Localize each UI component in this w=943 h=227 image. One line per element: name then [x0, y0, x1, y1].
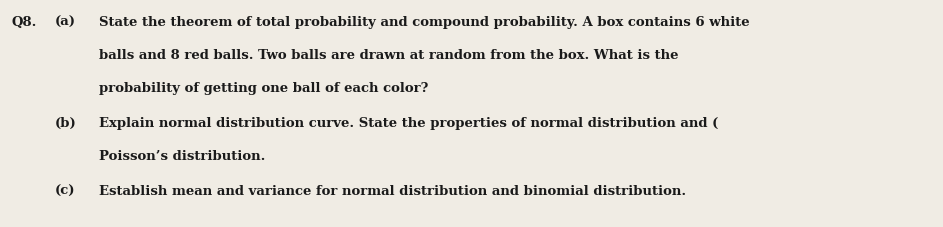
- Text: (a): (a): [55, 16, 75, 29]
- Text: Q8.: Q8.: [11, 16, 37, 29]
- Text: probability of getting one ball of each color?: probability of getting one ball of each …: [99, 82, 428, 95]
- Text: (b): (b): [55, 117, 76, 130]
- Text: State the theorem of total probability and compound probability. A box contains : State the theorem of total probability a…: [99, 16, 750, 29]
- Text: Explain normal distribution curve. State the properties of normal distribution a: Explain normal distribution curve. State…: [99, 117, 719, 130]
- Text: balls and 8 red balls. Two balls are drawn at random from the box. What is the: balls and 8 red balls. Two balls are dra…: [99, 49, 679, 62]
- Text: Establish mean and variance for normal distribution and binomial distribution.: Establish mean and variance for normal d…: [99, 185, 687, 198]
- Text: Poisson’s distribution.: Poisson’s distribution.: [99, 150, 265, 163]
- Text: (c): (c): [55, 185, 75, 198]
